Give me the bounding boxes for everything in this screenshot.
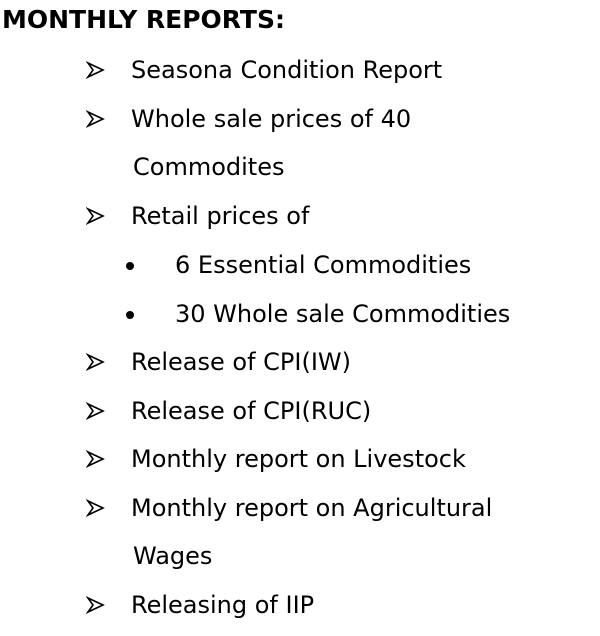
bullet-dot-icon [126, 311, 134, 319]
sub-list-item-text: 30 Whole sale Commodities [175, 300, 511, 328]
bullet-dot-icon [126, 262, 134, 270]
arrow-bullet-icon [86, 55, 106, 85]
list-item-text: Monthly report on Agricultural [131, 494, 493, 522]
arrow-bullet-icon [86, 201, 106, 231]
list-item-text: Seasona Condition Report [131, 56, 443, 84]
list-item-text: Releasing of IIP [131, 591, 315, 619]
list-item-text: Monthly report on Livestock [131, 445, 466, 473]
list-item-text: Whole sale prices of 40 [131, 105, 412, 133]
list-item-text: Release of CPI(RUC) [131, 397, 372, 425]
sub-list-item-text: 6 Essential Commodities [175, 251, 472, 279]
arrow-bullet-icon [86, 104, 106, 134]
arrow-bullet-icon [86, 396, 106, 426]
list-item-text: Release of CPI(IW) [131, 348, 352, 376]
arrow-bullet-icon [86, 347, 106, 377]
list-item-continuation: Commodites [133, 153, 285, 181]
list-item-text: Retail prices of [131, 202, 310, 230]
list-item-continuation: Wages [133, 542, 213, 570]
arrow-bullet-icon [86, 493, 106, 523]
arrow-bullet-icon [86, 590, 106, 620]
arrow-bullet-icon [86, 444, 106, 474]
page-heading: MONTHLY REPORTS: [2, 5, 285, 34]
